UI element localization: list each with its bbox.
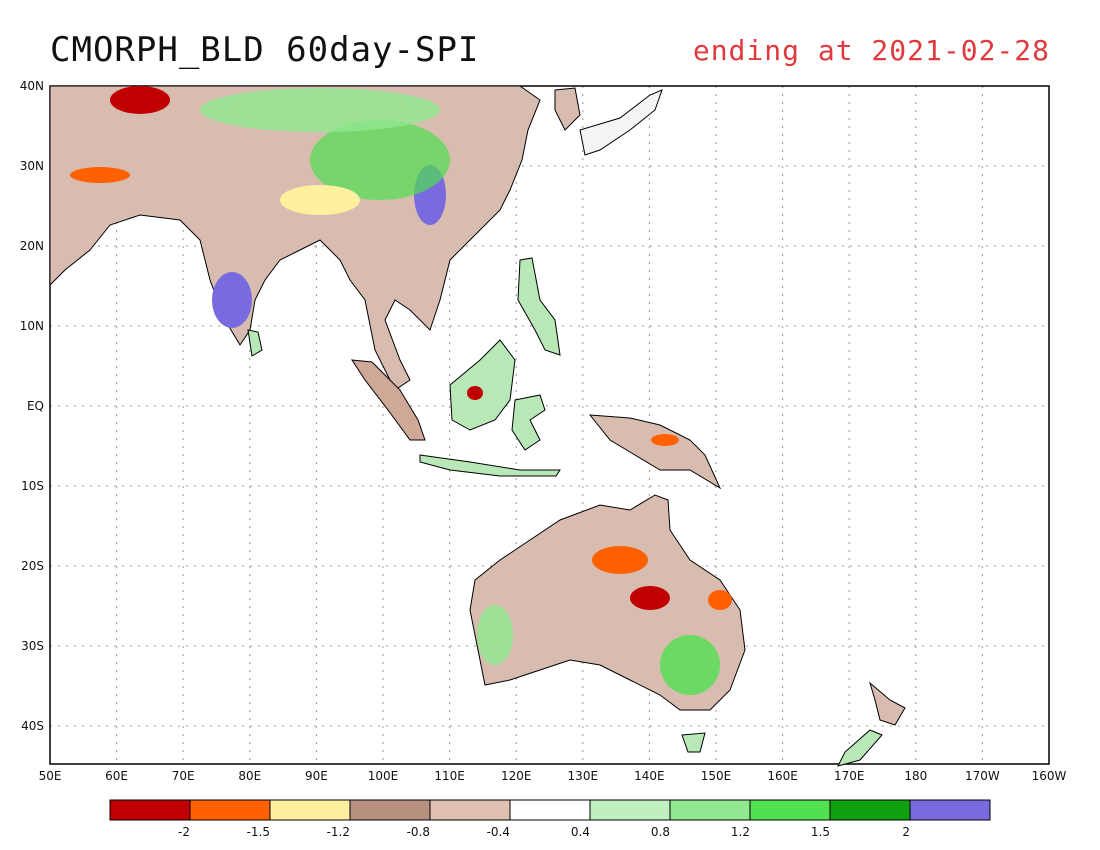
india-wet-patch (212, 272, 252, 328)
north-asia-green (200, 88, 440, 132)
iran-dry (110, 86, 170, 114)
lat-tick-label: 40S (21, 719, 44, 733)
legend-swatch (509, 799, 591, 821)
legend-swatch (829, 799, 911, 821)
legend-label: 2 (902, 825, 910, 839)
lon-tick-label: 100E (368, 769, 399, 783)
legend-swatch (269, 799, 351, 821)
lon-tick-label: 140E (634, 769, 665, 783)
aus-dry-north (592, 546, 648, 574)
legend-label: -1.2 (327, 825, 350, 839)
aus-wet-se (660, 635, 720, 695)
legend-label: -2 (178, 825, 190, 839)
lon-tick-label: 80E (238, 769, 261, 783)
japan (579, 89, 663, 156)
color-legend: -2 -1.5 -1.2 -0.8 -0.4 0.4 0.8 1.2 1.5 2 (109, 799, 991, 839)
lon-tick-label: 90E (305, 769, 328, 783)
land-masses (49, 85, 906, 767)
new-zealand-north (869, 681, 906, 726)
legend-swatch (429, 799, 511, 821)
lon-tick-label: 180 (904, 769, 927, 783)
lat-tick-label: EQ (27, 399, 44, 413)
chart-title: CMORPH_BLD 60day-SPI (50, 30, 480, 70)
legend-swatch (189, 799, 271, 821)
borneo (449, 339, 516, 431)
legend-label: 1.2 (731, 825, 750, 839)
west-asia-dry (70, 167, 130, 183)
lat-tick-label: 10S (21, 479, 44, 493)
aus-dry-east (708, 590, 732, 610)
lat-tick-label: 30S (21, 639, 44, 653)
sri-lanka (247, 329, 263, 357)
legend-label: 0.8 (651, 825, 670, 839)
lon-tick-label: 50E (39, 769, 62, 783)
legend-swatch (109, 799, 191, 821)
legend-swatch (669, 799, 751, 821)
lon-tick-label: 110E (434, 769, 465, 783)
lon-tick-label: 60E (105, 769, 128, 783)
sumatra (351, 359, 426, 441)
legend-label: 0.4 (571, 825, 590, 839)
korea (554, 87, 581, 131)
himalaya-dry (280, 185, 360, 215)
lat-tick-label: 30N (20, 159, 44, 173)
lat-tick-label: 40N (20, 79, 44, 93)
legend-label: 1.5 (811, 825, 830, 839)
lat-tick-label: 20N (20, 239, 44, 253)
china-green-patch (310, 120, 450, 200)
aus-dry-core (630, 586, 670, 610)
legend-label: -1.5 (247, 825, 270, 839)
tasmania (681, 732, 706, 753)
lon-tick-label: 170E (834, 769, 865, 783)
lon-tick-label: 120E (501, 769, 532, 783)
legend-swatch (589, 799, 671, 821)
lon-tick-label: 70E (172, 769, 195, 783)
legend-swatch (909, 799, 991, 821)
philippines (517, 257, 561, 356)
lon-tick-label: 170W (965, 769, 1000, 783)
chart-subtitle: ending at 2021-02-28 (692, 34, 1050, 67)
new-guinea (588, 414, 722, 490)
borneo-dry (467, 386, 483, 400)
sulawesi (511, 394, 546, 451)
anomaly-patches (70, 86, 732, 695)
latitude-labels: 40N 30N 20N 10N EQ 10S 20S 30S 40S (20, 79, 44, 733)
map-frame (49, 85, 1050, 765)
longitude-labels: 50E 60E 70E 80E 90E 100E 110E 120E 130E 140E 150E 1… (39, 769, 1067, 783)
legend-label: -0.8 (407, 825, 430, 839)
java (419, 454, 561, 477)
asia-mainland (49, 85, 541, 391)
legend-swatch (349, 799, 431, 821)
legend-swatch (749, 799, 831, 821)
lon-tick-label: 150E (701, 769, 732, 783)
lon-tick-label: 160W (1032, 769, 1067, 783)
lat-tick-label: 20S (21, 559, 44, 573)
lat-tick-label: 10N (20, 319, 44, 333)
lon-tick-label: 160E (767, 769, 798, 783)
new-zealand-south (837, 729, 883, 767)
ng-dry (651, 434, 679, 446)
lon-tick-label: 130E (568, 769, 599, 783)
legend-label: -0.4 (487, 825, 510, 839)
aus-wet-sw (477, 605, 513, 665)
